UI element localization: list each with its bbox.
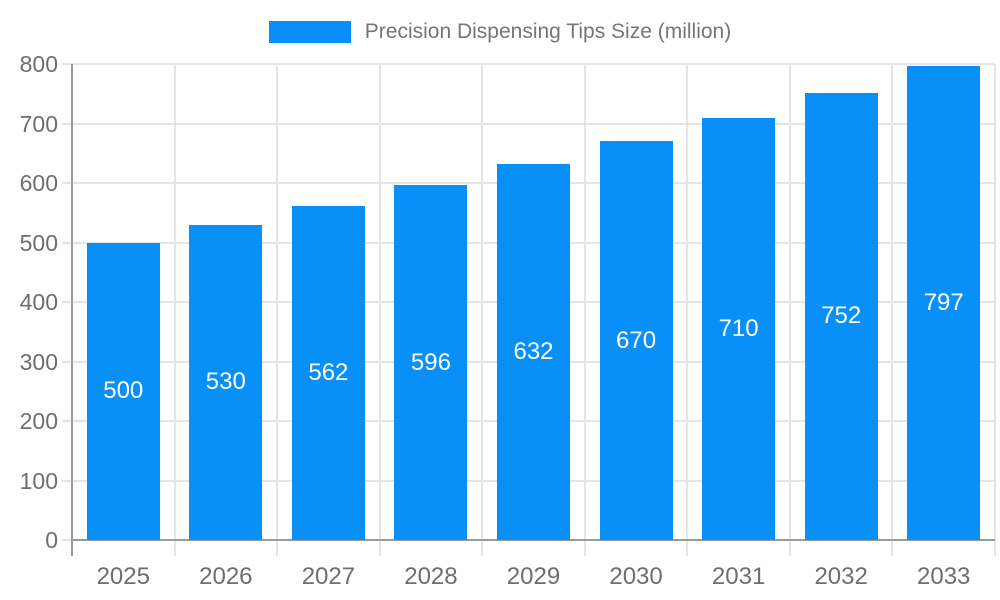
y-axis-line (71, 64, 73, 556)
bar[interactable] (702, 117, 776, 540)
bar[interactable] (907, 65, 981, 540)
bar[interactable] (804, 92, 878, 540)
x-gridline (378, 64, 381, 556)
y-tick-label: 600 (19, 170, 58, 196)
x-gridline (891, 64, 894, 556)
x-tick-label: 2027 (301, 563, 356, 590)
bar[interactable] (599, 141, 673, 540)
x-gridline (686, 64, 689, 556)
y-tick-label: 400 (19, 289, 58, 315)
bar[interactable] (291, 205, 365, 540)
x-tick-label: 2033 (917, 563, 971, 590)
y-tick-label: 500 (19, 229, 58, 256)
x-tick-label: 2026 (199, 563, 253, 590)
x-tick-label: 2028 (404, 563, 458, 590)
y-tick-label: 800 (19, 51, 58, 77)
x-tick-label: 2029 (506, 563, 561, 590)
bar[interactable] (497, 163, 570, 540)
x-tick-label: 2025 (96, 563, 150, 590)
x-gridline (583, 64, 586, 556)
y-tick (62, 539, 72, 541)
y-tick-label: 0 (45, 527, 58, 553)
y-gridline (62, 63, 995, 65)
x-tick-label: 2031 (711, 563, 766, 590)
y-gridline (62, 122, 995, 125)
bar[interactable] (86, 242, 160, 540)
x-gridline (481, 64, 484, 556)
x-tick-label: 2032 (814, 563, 868, 590)
bar[interactable] (394, 185, 468, 540)
x-tick-label: 2030 (609, 563, 663, 590)
x-gridline (173, 64, 176, 556)
bar[interactable] (189, 224, 263, 540)
legend: Precision Dispensing Tips Size (million) (0, 14, 1000, 50)
x-gridline (276, 64, 279, 556)
x-gridline (788, 64, 791, 556)
y-tick-label: 200 (19, 408, 58, 434)
legend-swatch[interactable] (268, 21, 351, 43)
legend-label[interactable]: Precision Dispensing Tips Size (million) (364, 20, 732, 43)
x-axis-line (71, 539, 995, 541)
y-tick-label: 700 (19, 110, 58, 137)
x-gridline (994, 64, 996, 556)
y-tick-label: 300 (19, 348, 58, 375)
y-tick-label: 100 (19, 467, 58, 494)
